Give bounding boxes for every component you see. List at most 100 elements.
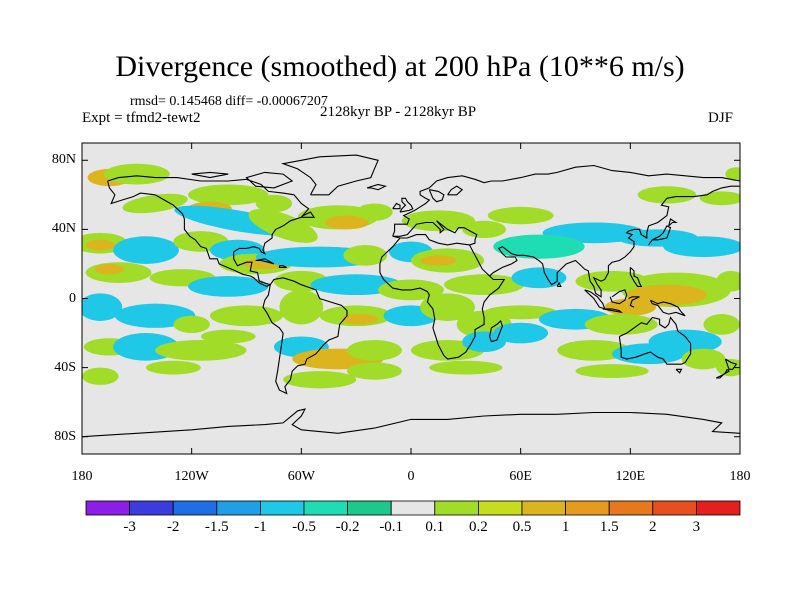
colorbar-swatch xyxy=(652,500,697,516)
coastline xyxy=(107,180,271,288)
lon-tick-label: 60W xyxy=(287,469,315,484)
colorbar-swatch xyxy=(390,500,436,516)
divergence-contour xyxy=(493,234,585,259)
divergence-contour xyxy=(484,305,558,320)
colorbar-swatch xyxy=(303,500,348,516)
divergence-contour xyxy=(626,284,708,306)
lon-tick-label: 180 xyxy=(729,469,751,484)
coastlines xyxy=(82,154,740,438)
coastline xyxy=(300,211,316,218)
divergence-contour xyxy=(113,236,179,264)
lon-tick-label: 180 xyxy=(71,469,93,484)
coastline xyxy=(618,316,692,365)
divergence-contour xyxy=(487,206,554,225)
colorbar-label: 3 xyxy=(692,519,701,535)
divergence-contour xyxy=(462,331,507,353)
divergence-contour xyxy=(356,203,393,221)
colorbar-label: -2 xyxy=(166,519,180,535)
colorbar-label: 1 xyxy=(561,519,570,535)
lon-tick-label: 0 xyxy=(407,469,415,484)
colorbar-swatch xyxy=(172,500,218,516)
coastline xyxy=(602,308,623,314)
colorbar-label: -0.1 xyxy=(379,519,404,535)
coastline xyxy=(648,225,672,246)
coastline xyxy=(280,154,379,196)
coastline xyxy=(245,171,294,189)
divergence-contour xyxy=(604,298,656,316)
divergence-contour xyxy=(420,255,457,266)
divergence-contour xyxy=(511,267,567,289)
divergence-contour xyxy=(575,364,649,378)
coastline xyxy=(629,267,643,287)
coastline xyxy=(392,220,478,246)
colorbar-swatch xyxy=(521,500,566,516)
divergence-contour xyxy=(82,367,119,385)
divergence-contour xyxy=(283,371,357,389)
divergence-contour xyxy=(255,194,293,213)
colorbar-swatch xyxy=(565,500,610,516)
experiment-label: Expt = tfmd2-tewt2 xyxy=(82,110,201,126)
divergence-contour xyxy=(716,270,740,292)
colorbar-label: -0.5 xyxy=(292,519,316,535)
divergence-contour xyxy=(637,186,697,204)
divergence-contour xyxy=(401,210,475,232)
divergence-contour xyxy=(612,343,686,365)
plot-title: Divergence (smoothed) at 200 hPa (10**6 … xyxy=(115,50,685,83)
divergence-contour xyxy=(188,276,269,297)
divergence-contour xyxy=(145,360,201,375)
divergence-contour xyxy=(663,236,740,258)
divergence-contour xyxy=(155,339,247,361)
coastline xyxy=(392,202,401,210)
colorbar-swatch xyxy=(259,500,305,516)
coastline xyxy=(379,237,506,360)
coastline xyxy=(428,189,445,203)
colorbar-label: 0.5 xyxy=(512,519,532,535)
divergence-contour xyxy=(725,167,740,182)
coastline xyxy=(609,289,628,305)
lon-tick-label: 120W xyxy=(174,469,209,484)
colorbar-label: 2 xyxy=(649,519,657,535)
coastline xyxy=(668,218,678,227)
lat-tick-label: 40N xyxy=(51,221,76,237)
colorbar-swatch xyxy=(129,500,174,516)
lat-tick-label: 40S xyxy=(54,359,76,375)
colorbar-label: 1.5 xyxy=(599,519,619,535)
coastline xyxy=(366,183,388,191)
divergence-contour xyxy=(85,239,115,251)
coastline xyxy=(262,277,348,395)
period-label: 2128kyr BP - 2128kyr BP xyxy=(320,104,477,120)
coastline xyxy=(556,281,562,287)
lat-tick-label: 0 xyxy=(69,290,76,306)
divergence-contour xyxy=(82,293,123,321)
coastline xyxy=(399,197,414,213)
colorbar-swatch xyxy=(85,500,130,516)
divergence-contour xyxy=(279,289,324,325)
divergence-contour xyxy=(122,193,188,214)
coastline xyxy=(255,258,275,265)
colorbar-label: -1.5 xyxy=(204,519,229,535)
coastline xyxy=(715,368,730,379)
divergence-contour xyxy=(429,360,503,375)
divergence-contour xyxy=(462,220,507,239)
colorbar-swatch xyxy=(696,500,741,516)
coastline xyxy=(447,185,464,196)
colorbar-swatch xyxy=(347,500,392,516)
colorbar-swatch xyxy=(477,500,523,516)
lon-tick-label: 60E xyxy=(509,469,532,484)
lat-tick-label: 80N xyxy=(51,152,76,168)
divergence-contour xyxy=(325,215,369,230)
coastline xyxy=(82,408,740,438)
divergence-contour xyxy=(94,263,125,275)
colorbar-label: -0.2 xyxy=(335,519,360,535)
colorbar-swatch xyxy=(216,500,261,516)
colorbar xyxy=(85,500,741,516)
divergence-contour xyxy=(347,362,402,380)
coastline xyxy=(724,358,738,370)
divergence-contour xyxy=(347,339,402,361)
divergence-contour xyxy=(716,358,740,377)
coastline xyxy=(489,185,740,298)
divergence-contour xyxy=(173,315,210,334)
divergence-contour xyxy=(681,348,726,370)
coastline xyxy=(107,175,310,286)
